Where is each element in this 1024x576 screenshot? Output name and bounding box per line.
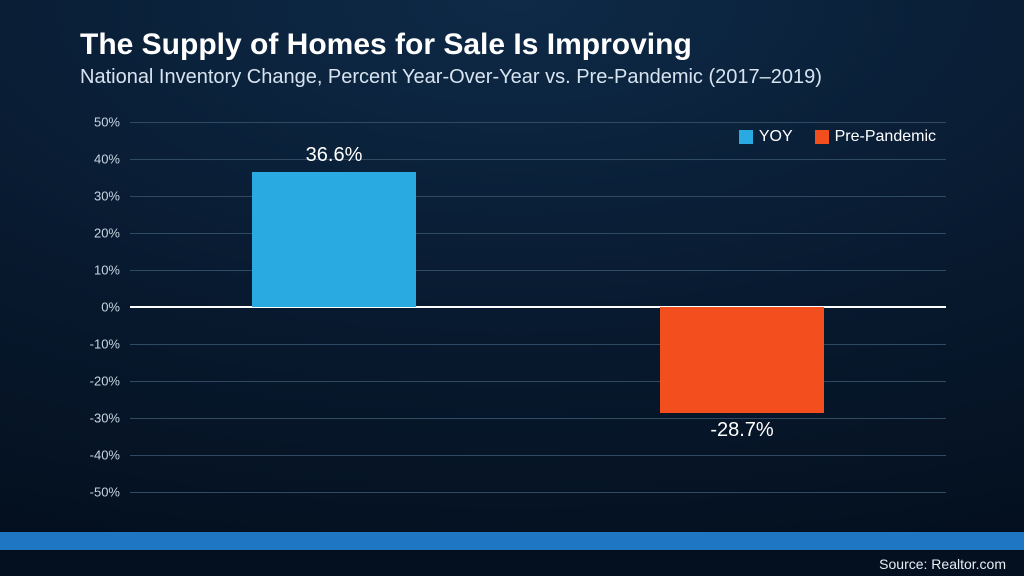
y-tick-label: 50% [60, 115, 120, 130]
legend-swatch [815, 130, 829, 144]
grid-line [130, 381, 946, 382]
bar-label: -28.7% [710, 419, 773, 442]
chart-title: The Supply of Homes for Sale Is Improvin… [80, 28, 692, 62]
legend-label: YOY [759, 128, 793, 146]
y-tick-label: 10% [60, 263, 120, 278]
grid-line [130, 418, 946, 419]
chart-plot-area: YOYPre-Pandemic -50%-40%-30%-20%-10%0%10… [130, 122, 946, 492]
y-tick-label: -30% [60, 411, 120, 426]
bar-yoy [252, 172, 415, 307]
source-text: Source: Realtor.com [879, 556, 1006, 572]
grid-line [130, 492, 946, 493]
legend: YOY Pre-Pandemic [739, 128, 936, 146]
grid-line [130, 122, 946, 123]
legend-item: YOY [739, 128, 793, 146]
chart-subtitle: National Inventory Change, Percent Year-… [80, 66, 822, 89]
y-tick-label: 0% [60, 300, 120, 315]
footer-strip-blue [0, 532, 1024, 550]
footer-strip-dark: Source: Realtor.com [0, 550, 1024, 576]
legend-item: Pre-Pandemic [815, 128, 936, 146]
legend-label: Pre-Pandemic [835, 128, 936, 146]
bar-label: 36.6% [306, 144, 363, 167]
grid-line [130, 159, 946, 160]
y-tick-label: -40% [60, 448, 120, 463]
y-tick-label: -10% [60, 337, 120, 352]
y-tick-label: 20% [60, 226, 120, 241]
bar-pre-pandemic [660, 307, 823, 413]
grid-line [130, 344, 946, 345]
y-tick-label: -50% [60, 485, 120, 500]
grid-line [130, 455, 946, 456]
legend-swatch [739, 130, 753, 144]
y-tick-label: 30% [60, 189, 120, 204]
y-tick-label: -20% [60, 374, 120, 389]
y-tick-label: 40% [60, 152, 120, 167]
